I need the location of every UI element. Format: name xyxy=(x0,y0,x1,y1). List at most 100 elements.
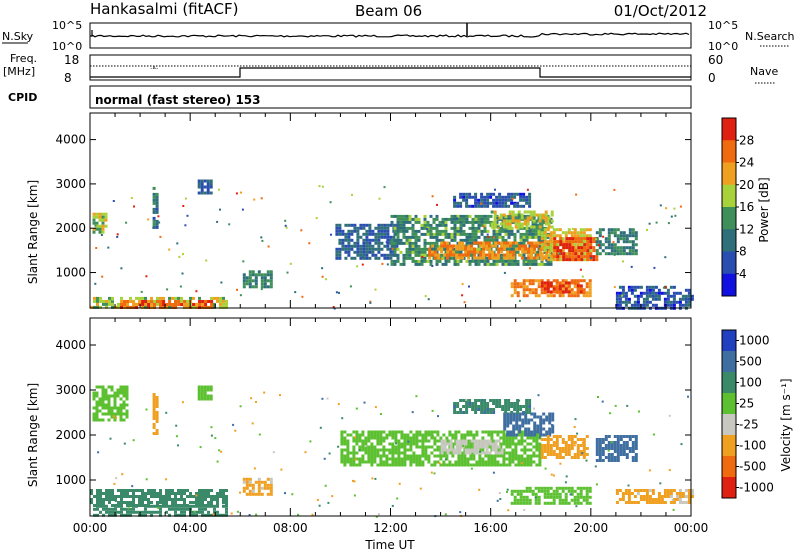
data-cell-2 xyxy=(95,391,99,395)
data-cell-13 xyxy=(564,281,568,285)
data-cell-4 xyxy=(203,391,207,395)
data-cell-7 xyxy=(525,214,529,218)
data-cell-6 xyxy=(356,226,360,230)
data-cell-14 xyxy=(631,246,635,250)
data-cell-7 xyxy=(543,250,547,254)
data-cell-7 xyxy=(420,223,424,227)
data-cell-7 xyxy=(483,238,487,242)
data-cell-0 xyxy=(195,302,198,306)
data-cell-8 xyxy=(524,418,528,422)
data-cell-13 xyxy=(678,498,682,501)
data-cell-8 xyxy=(512,433,516,437)
data-cell-9 xyxy=(541,219,545,223)
data-cell-2 xyxy=(92,397,96,401)
data-cell-12 xyxy=(522,279,526,283)
data-cell-6 xyxy=(511,451,515,455)
data-cell-8 xyxy=(497,247,501,251)
data-cell-13 xyxy=(627,501,631,504)
data-cell-0 xyxy=(108,296,111,300)
data-cell-0 xyxy=(171,507,174,511)
data-cell-0 xyxy=(222,296,225,300)
data-cell-8 xyxy=(446,253,450,257)
data-cell-7 xyxy=(546,220,550,224)
data-cell-9 xyxy=(490,222,494,226)
data-cell-6 xyxy=(370,454,374,458)
data-cell-12 xyxy=(549,294,553,298)
data-cell-6 xyxy=(367,448,371,452)
data-cell-6 xyxy=(520,448,524,452)
data-cell-1 xyxy=(96,492,99,495)
data-cell-7 xyxy=(465,220,469,224)
data-cell-12 xyxy=(543,492,547,496)
data-cell-6 xyxy=(430,445,434,449)
data-cell-2 xyxy=(122,400,126,404)
data-cell-11 xyxy=(468,402,472,405)
data-cell-6 xyxy=(466,460,470,464)
data-cell-1 xyxy=(159,498,162,501)
data-cell-0 xyxy=(156,510,159,514)
data-cell-7 xyxy=(432,217,436,221)
data-cell-6 xyxy=(343,457,347,461)
speckle xyxy=(356,265,359,268)
data-cell-7 xyxy=(405,238,409,242)
data-cell-8 xyxy=(446,247,450,251)
data-cell-4 xyxy=(203,394,207,398)
data-cell-10 xyxy=(549,258,553,262)
data-cell-11 xyxy=(562,255,566,259)
data-cell-12 xyxy=(567,294,571,298)
speckle xyxy=(496,499,499,502)
speckle xyxy=(598,244,600,247)
speckle xyxy=(280,468,283,471)
data-cell-11 xyxy=(568,255,572,259)
data-cell-5 xyxy=(248,282,252,286)
data-cell-13 xyxy=(678,495,682,498)
speckle xyxy=(668,414,671,417)
data-cell-8 xyxy=(461,256,465,260)
data-cell-1 xyxy=(156,300,160,303)
data-cell-1 xyxy=(147,489,150,492)
data-cell-1 xyxy=(99,492,102,495)
data-cell-14 xyxy=(631,252,635,256)
data-cell-16 xyxy=(678,300,682,304)
data-cell-12 xyxy=(555,279,559,283)
data-cell-13 xyxy=(660,498,664,501)
data-cell-7 xyxy=(402,223,406,227)
speckle xyxy=(506,488,509,491)
data-cell-11 xyxy=(571,237,575,241)
data-cell-8 xyxy=(515,418,519,422)
data-cell-7 xyxy=(456,226,460,230)
data-cell-6 xyxy=(451,463,455,467)
speckle xyxy=(217,188,220,191)
data-cell-6 xyxy=(370,433,374,437)
data-cell-5 xyxy=(242,489,246,493)
data-cell-8 xyxy=(527,253,531,257)
speckle xyxy=(364,445,367,448)
data-cell-13 xyxy=(621,492,625,495)
speckle xyxy=(341,417,344,420)
data-cell-6 xyxy=(415,436,419,440)
data-cell-14 xyxy=(634,249,638,253)
data-cell-6 xyxy=(347,238,351,242)
data-cell-6 xyxy=(424,454,428,458)
data-cell-1 xyxy=(207,489,210,492)
data-cell-15 xyxy=(501,204,505,208)
speckle xyxy=(451,247,454,250)
data-cell-7 xyxy=(483,214,487,218)
data-cell-2 xyxy=(92,227,96,231)
data-cell-12 xyxy=(552,279,556,283)
x-tick-label: 00:00 xyxy=(73,521,108,535)
data-cell-0 xyxy=(186,507,189,511)
data-cell-8 xyxy=(449,250,453,254)
data-cell-7 xyxy=(408,241,412,245)
speckle xyxy=(492,236,495,239)
speckle xyxy=(396,497,399,500)
data-cell-6 xyxy=(481,448,485,452)
data-cell-6 xyxy=(400,457,404,461)
data-cell-8 xyxy=(479,250,483,254)
data-cell-0 xyxy=(216,299,219,303)
data-cell-7 xyxy=(414,238,418,242)
data-cell-0 xyxy=(144,305,147,309)
data-cell-6 xyxy=(448,433,452,437)
data-cell-6 xyxy=(367,454,371,458)
data-cell-16 xyxy=(672,291,676,295)
